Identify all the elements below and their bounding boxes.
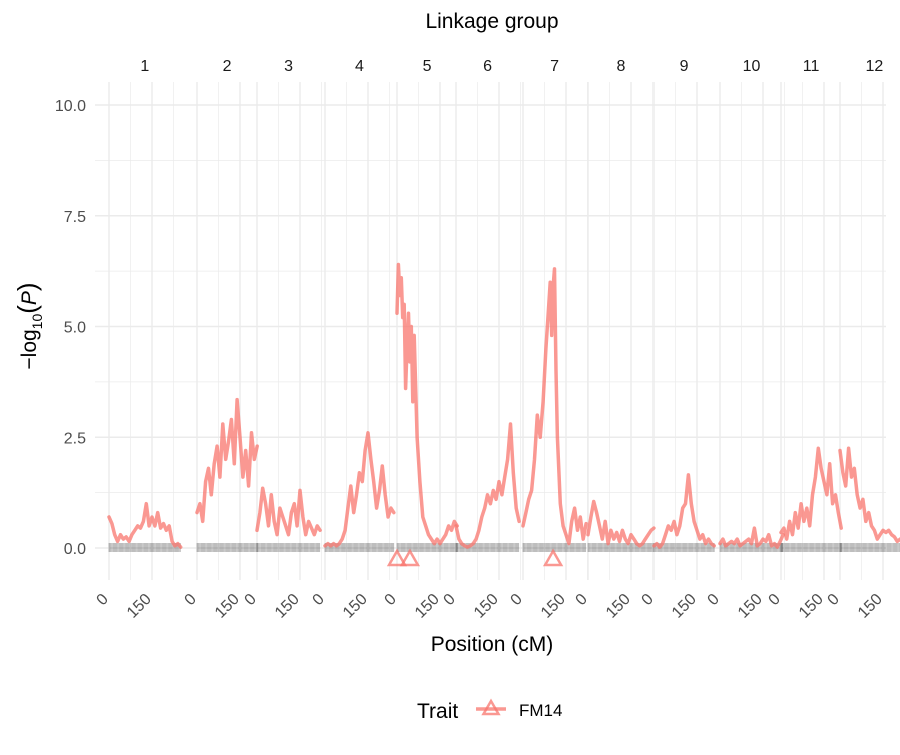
marker-rug-group xyxy=(324,543,395,552)
marker-rug-group xyxy=(780,543,842,552)
legend-key-triangle-icon xyxy=(481,698,501,716)
x-tick-label: 0 xyxy=(242,591,260,609)
y-axis-title-variable: P xyxy=(18,291,41,305)
qtl-peak-marker xyxy=(399,548,421,567)
lod-profile-line xyxy=(107,501,183,549)
x-axis-title: Position (cM) xyxy=(431,633,554,656)
lod-profile-line xyxy=(323,431,396,548)
x-tick-label: 150 xyxy=(796,591,827,622)
lod-profile-line xyxy=(586,499,656,548)
marker-rug-group xyxy=(522,543,587,552)
y-axis-title: −log10(P) xyxy=(12,282,45,369)
x-tick-label: 150 xyxy=(855,591,886,622)
x-tick-label: 150 xyxy=(669,591,700,622)
lod-profile-line xyxy=(454,422,521,549)
x-tick-label: 0 xyxy=(825,591,843,609)
linkage-group-label: 4 xyxy=(355,58,364,75)
x-tick-label: 150 xyxy=(538,591,569,622)
x-tick-label: 150 xyxy=(735,591,766,622)
y-tick-label: 5.0 xyxy=(64,320,86,337)
y-tick-label: 2.5 xyxy=(64,430,86,447)
x-tick-label: 150 xyxy=(272,591,303,622)
lod-profile-line xyxy=(718,526,785,549)
lod-profile-line xyxy=(838,446,900,544)
peak-layer xyxy=(386,548,564,567)
lod-profile-line xyxy=(195,397,259,524)
top-axis-title: Linkage group xyxy=(425,10,558,33)
y-tick-label: 7.5 xyxy=(64,209,86,226)
x-tick-label: 150 xyxy=(471,591,502,622)
x-tick-label: 0 xyxy=(573,591,591,609)
x-tick-label: 0 xyxy=(382,591,400,609)
x-tick-label: 150 xyxy=(212,591,243,622)
x-tick-label: 0 xyxy=(766,591,784,609)
legend: Trait FM14 xyxy=(417,698,562,723)
x-tick-label: 0 xyxy=(94,591,112,609)
qtl-peak-marker xyxy=(386,548,408,567)
y-axis-title-subscript: 10 xyxy=(29,314,45,330)
marker-rug-group xyxy=(256,543,321,552)
lod-profile-line xyxy=(521,267,588,546)
marker-rug-group xyxy=(839,543,900,552)
x-tick-label: 150 xyxy=(124,591,155,622)
y-axis-title-paren-open: ( xyxy=(12,305,42,314)
linkage-group-label: 8 xyxy=(617,58,626,75)
marker-rug-group xyxy=(196,543,258,552)
linkage-group-label: 6 xyxy=(483,58,492,75)
legend-title: Trait xyxy=(417,700,458,723)
linkage-group-label: 5 xyxy=(423,58,432,75)
x-tick-label: 150 xyxy=(412,591,443,622)
linkage-group-label: 3 xyxy=(284,58,293,75)
lod-profile-line xyxy=(779,446,843,541)
series-layer xyxy=(107,262,900,549)
x-tick-label: 0 xyxy=(182,591,200,609)
grid-layer xyxy=(95,82,886,580)
linkage-group-label: 11 xyxy=(803,58,820,75)
x-tick-label: 0 xyxy=(310,591,328,609)
linkage-group-label: 9 xyxy=(680,58,689,75)
legend-entry-fm14: FM14 xyxy=(519,701,562,720)
x-tick-label: 150 xyxy=(340,591,371,622)
lod-profile-line xyxy=(395,262,459,546)
x-tick-label: 0 xyxy=(508,591,526,609)
y-axis-title-paren-close: ) xyxy=(12,282,42,291)
x-tick-label: 150 xyxy=(603,591,634,622)
x-tick-label: 0 xyxy=(705,591,723,609)
lod-profile-line xyxy=(255,486,322,537)
marker-rug-group xyxy=(108,543,181,552)
y-tick-label: 10.0 xyxy=(55,98,86,115)
y-axis-title-prefix: −log xyxy=(18,329,41,369)
linkage-group-label: 1 xyxy=(140,58,149,75)
y-tick-label: 0.0 xyxy=(64,541,86,558)
linkage-group-label: 10 xyxy=(743,58,761,75)
linkage-group-label: 7 xyxy=(550,58,559,75)
x-tick-label: 0 xyxy=(441,591,459,609)
linkage-group-label: 12 xyxy=(866,58,884,75)
qtl-peak-marker xyxy=(542,548,564,567)
linkage-group-label: 2 xyxy=(223,58,232,75)
x-tick-label: 0 xyxy=(639,591,657,609)
lod-profile-line xyxy=(652,473,716,549)
marker-rug-group xyxy=(396,543,458,552)
